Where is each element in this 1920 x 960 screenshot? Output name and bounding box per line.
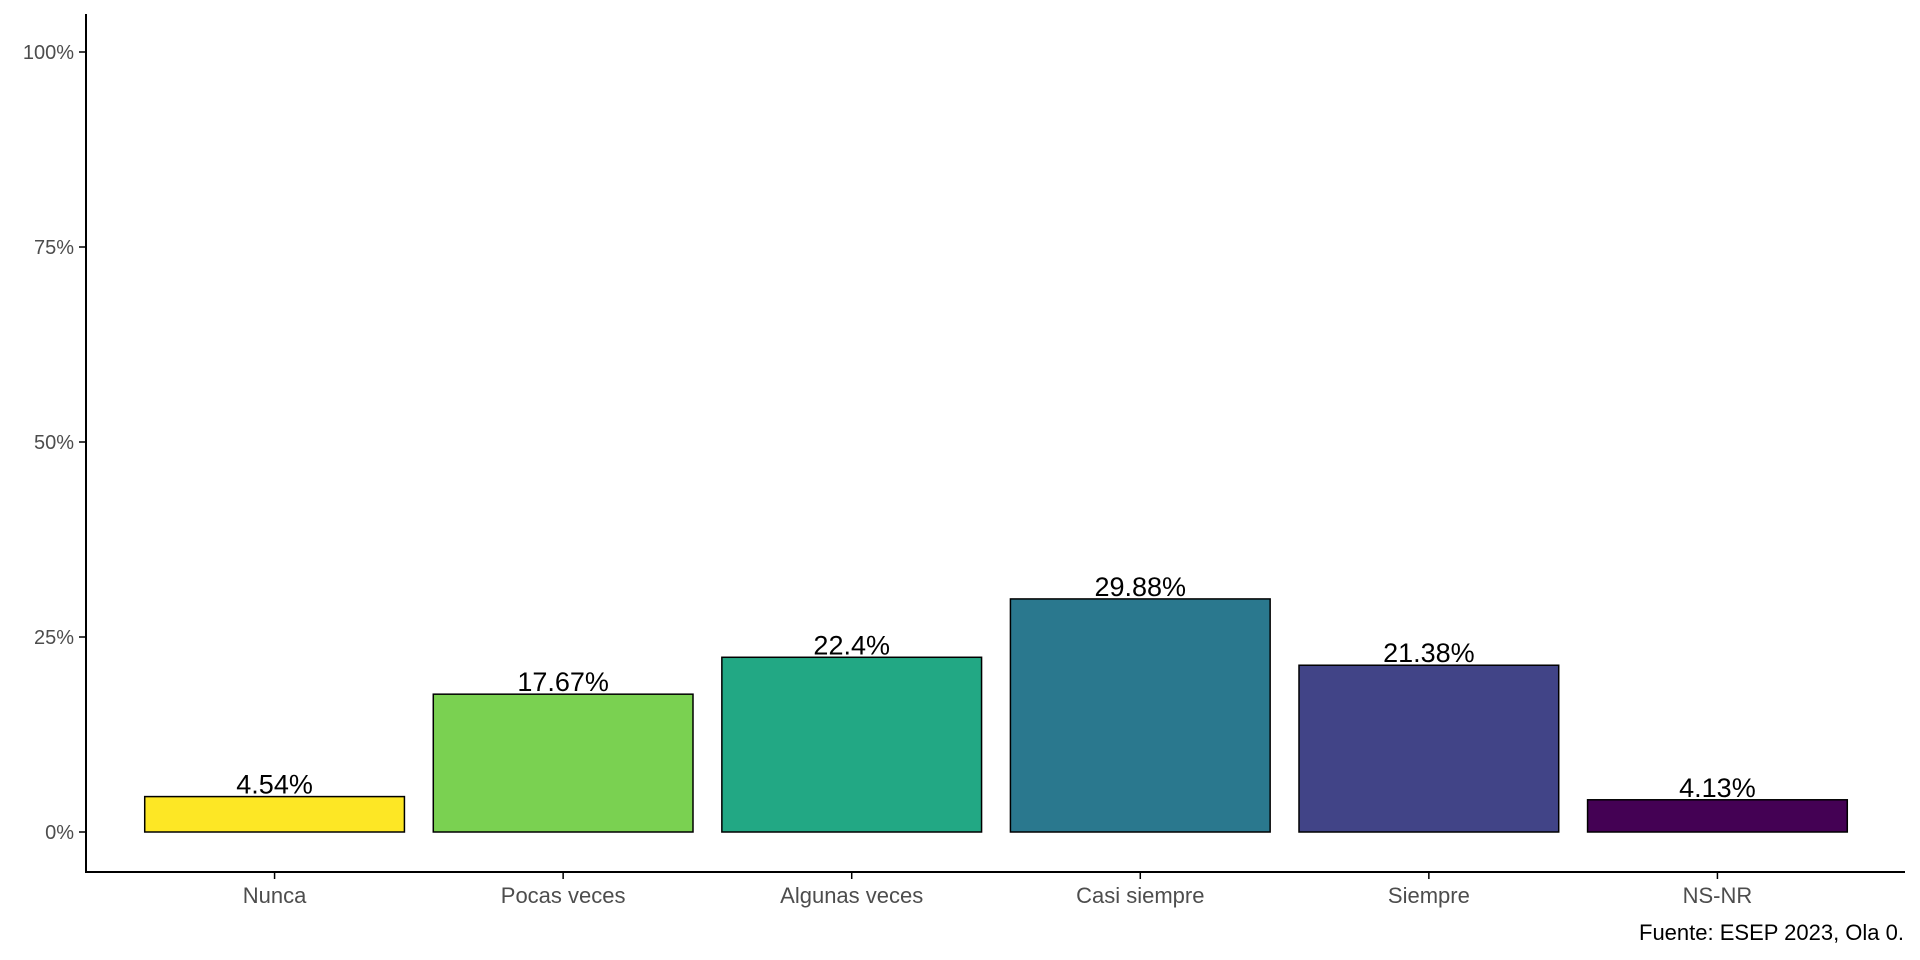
y-tick-label: 50%: [34, 432, 74, 454]
y-tick-label: 25%: [34, 627, 74, 649]
y-tick-label: 100%: [23, 42, 74, 64]
bar-pocas-veces: [432, 693, 694, 833]
chart-caption: Fuente: ESEP 2023, Ola 0.: [1639, 920, 1904, 945]
bar-value-label: 4.13%: [1679, 773, 1756, 803]
bar-value-label: 22.4%: [813, 630, 890, 660]
bar-casi-siempre: [1009, 598, 1271, 833]
y-ticks: 0% 25% 50% 75% 100%: [23, 42, 86, 844]
bar-siempre: [1298, 664, 1560, 833]
x-tick-label: Siempre: [1388, 883, 1470, 908]
x-tick-label: NS-NR: [1683, 883, 1753, 908]
bar-value-label: 17.67%: [517, 667, 609, 697]
bar-algunas-veces: [721, 656, 983, 833]
bar-nunca: [143, 795, 406, 833]
bar-value-label: 29.88%: [1094, 572, 1186, 602]
x-tick-label: Pocas veces: [501, 883, 626, 908]
bars: 4.54% 17.67% 22.4% 29.88% 21.38% 4.13%: [143, 572, 1849, 833]
y-tick-label: 75%: [34, 237, 74, 259]
y-tick-label: 0%: [45, 822, 74, 844]
x-tick-label: Nunca: [243, 883, 307, 908]
bar-value-label: 21.38%: [1383, 638, 1475, 668]
bar-ns-nr: [1586, 799, 1849, 833]
bar-value-label: 4.54%: [236, 770, 313, 800]
x-ticks: Nunca Pocas veces Algunas veces Casi siempr…: [243, 872, 1752, 908]
x-tick-label: Casi siempre: [1076, 883, 1204, 908]
x-tick-label: Algunas veces: [780, 883, 923, 908]
